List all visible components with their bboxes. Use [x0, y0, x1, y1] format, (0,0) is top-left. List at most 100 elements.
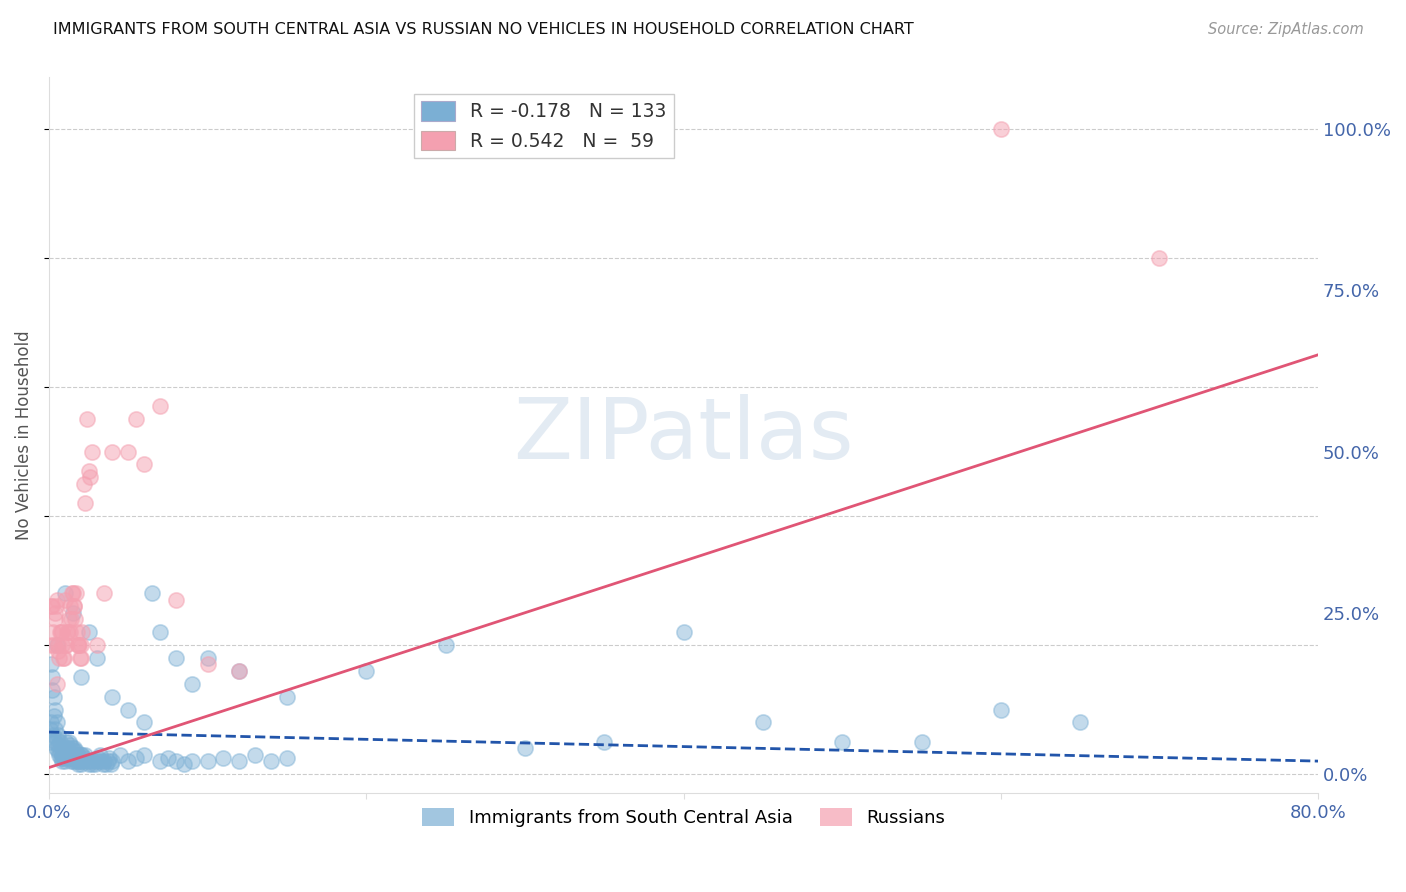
- Point: [86, 638, 108, 652]
- Point: [77, 625, 100, 640]
- Point: [56, 747, 79, 762]
- Point: [356, 664, 378, 678]
- Point: [55, 747, 77, 762]
- Point: [513, 741, 536, 756]
- Point: [66, 747, 89, 762]
- Point: [49, 744, 72, 758]
- Point: [434, 638, 457, 652]
- Point: [53, 754, 76, 768]
- Point: [42, 728, 65, 742]
- Point: [55, 735, 77, 749]
- Point: [45, 638, 67, 652]
- Point: [70, 747, 93, 762]
- Point: [134, 747, 156, 762]
- Point: [41, 599, 63, 614]
- Point: [66, 751, 89, 765]
- Point: [49, 625, 72, 640]
- Point: [63, 747, 86, 762]
- Point: [73, 476, 96, 491]
- Legend: Immigrants from South Central Asia, Russians: Immigrants from South Central Asia, Russ…: [415, 801, 953, 834]
- Point: [51, 638, 73, 652]
- Point: [86, 754, 108, 768]
- Point: [59, 738, 82, 752]
- Point: [41, 638, 63, 652]
- Point: [42, 709, 65, 723]
- Point: [63, 612, 86, 626]
- Point: [58, 612, 80, 626]
- Point: [149, 754, 172, 768]
- Point: [42, 638, 65, 652]
- Point: [67, 638, 90, 652]
- Point: [156, 751, 179, 765]
- Point: [51, 741, 73, 756]
- Point: [165, 754, 187, 768]
- Point: [48, 738, 70, 752]
- Point: [63, 741, 86, 756]
- Point: [62, 751, 84, 765]
- Point: [93, 754, 115, 768]
- Point: [69, 651, 91, 665]
- Point: [75, 747, 97, 762]
- Point: [67, 754, 90, 768]
- Point: [260, 754, 283, 768]
- Point: [141, 586, 163, 600]
- Point: [149, 400, 172, 414]
- Point: [60, 751, 83, 765]
- Point: [44, 722, 66, 736]
- Point: [45, 731, 67, 746]
- Point: [197, 754, 219, 768]
- Point: [110, 747, 132, 762]
- Point: [197, 651, 219, 665]
- Point: [245, 747, 267, 762]
- Point: [73, 751, 96, 765]
- Point: [80, 444, 103, 458]
- Point: [48, 728, 70, 742]
- Point: [165, 651, 187, 665]
- Point: [75, 496, 97, 510]
- Point: [45, 599, 67, 614]
- Point: [93, 586, 115, 600]
- Point: [51, 754, 73, 768]
- Point: [42, 625, 65, 640]
- Point: [69, 651, 91, 665]
- Point: [134, 715, 156, 730]
- Point: [79, 754, 101, 768]
- Point: [672, 625, 695, 640]
- Point: [66, 757, 89, 772]
- Point: [72, 754, 94, 768]
- Point: [125, 412, 148, 426]
- Point: [49, 751, 72, 765]
- Point: [91, 757, 114, 772]
- Point: [69, 751, 91, 765]
- Point: [101, 690, 124, 704]
- Point: [44, 612, 66, 626]
- Point: [45, 592, 67, 607]
- Point: [56, 741, 79, 756]
- Point: [59, 599, 82, 614]
- Point: [80, 757, 103, 772]
- Point: [45, 741, 67, 756]
- Point: [52, 744, 75, 758]
- Point: [53, 592, 76, 607]
- Point: [79, 470, 101, 484]
- Text: ZIPatlas: ZIPatlas: [513, 394, 853, 477]
- Point: [69, 757, 91, 772]
- Point: [62, 599, 84, 614]
- Point: [65, 744, 87, 758]
- Point: [117, 702, 139, 716]
- Point: [165, 592, 187, 607]
- Point: [58, 751, 80, 765]
- Point: [990, 702, 1012, 716]
- Point: [117, 754, 139, 768]
- Text: Source: ZipAtlas.com: Source: ZipAtlas.com: [1208, 22, 1364, 37]
- Point: [63, 747, 86, 762]
- Point: [58, 625, 80, 640]
- Point: [98, 751, 121, 765]
- Point: [65, 586, 87, 600]
- Point: [46, 744, 69, 758]
- Point: [51, 625, 73, 640]
- Point: [76, 754, 98, 768]
- Point: [41, 715, 63, 730]
- Point: [42, 690, 65, 704]
- Point: [65, 754, 87, 768]
